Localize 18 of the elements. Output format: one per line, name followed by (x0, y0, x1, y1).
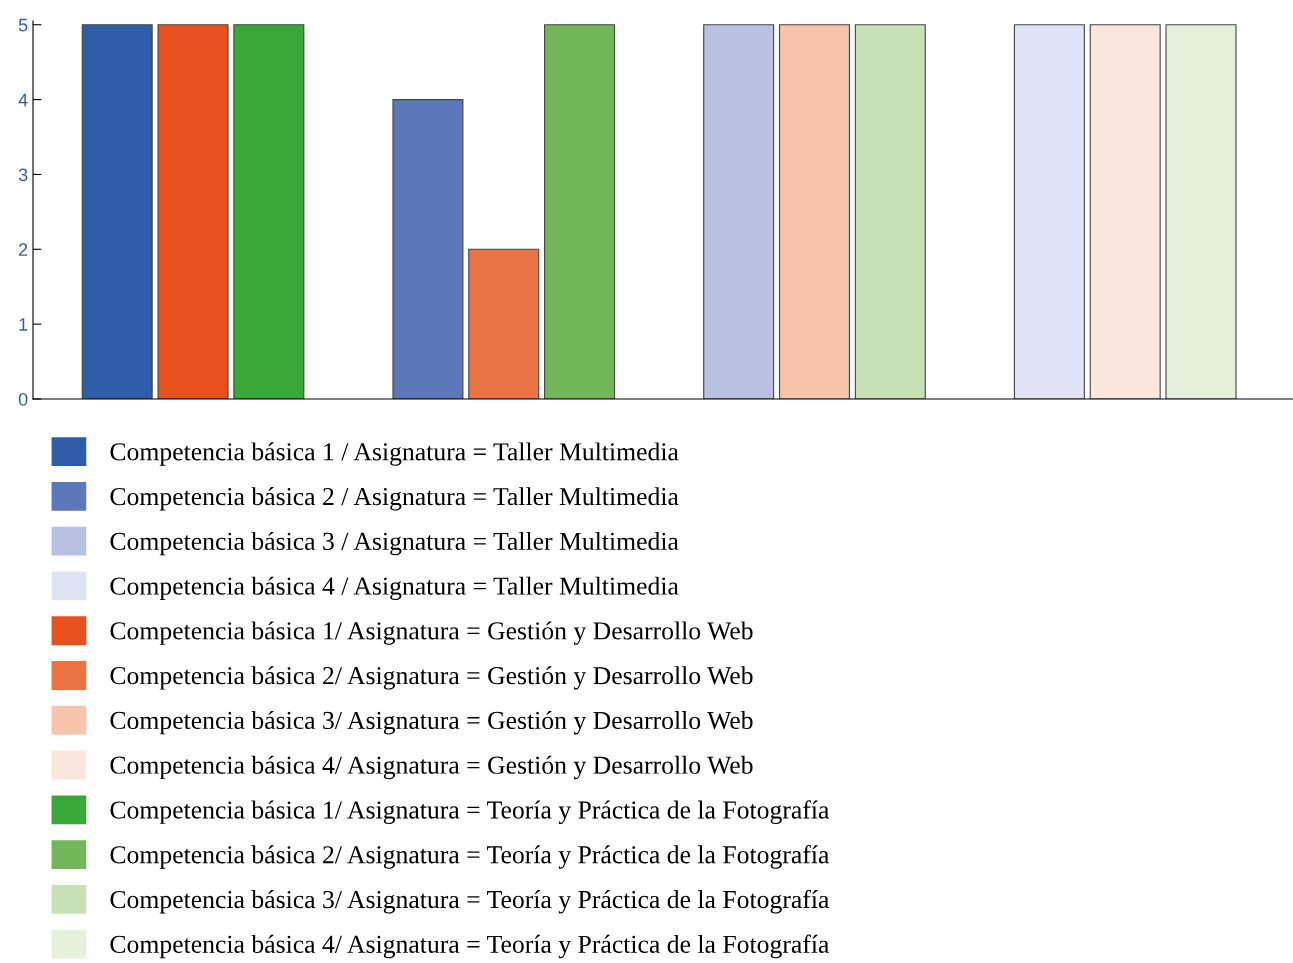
y-tick-label: 3 (18, 168, 28, 182)
legend-label: Competencia básica 4/ Asignatura = Gestión y Desarrollo Web (110, 755, 753, 780)
legend-label: Competencia básica 3/ Asignatura = Gestión y Desarrollo Web (110, 710, 753, 735)
legend-label: Competencia básica 3/ Asignatura = Teoría y Práctica de la Fotografía (110, 889, 830, 914)
legend-label: Competencia básica 2/ Asignatura = Teoría y Práctica de la Fotografía (110, 845, 830, 869)
y-tick-label: 1 (19, 318, 28, 331)
legend-label: Competencia básica 4 / Asignatura = Taller Multimedia (110, 576, 679, 601)
legend-label: Competencia básica 4/ Asignatura = Teoría y Práctica de la Fotografía (110, 934, 830, 959)
y-tick-label: 4 (18, 93, 28, 107)
legend-label: Competencia básica 2 / Asignatura = Taller Multimedia (110, 487, 679, 511)
legend-label: Competencia básica 1/ Asignatura = Teoría y Práctica de la Fotografía (110, 800, 830, 824)
y-tick-label: 5 (18, 18, 28, 32)
legend-label: Competencia básica 3 / Asignatura = Taller Multimedia (110, 531, 679, 556)
y-tick-label: 0 (18, 392, 28, 406)
legend-label: Competencia básica 1/ Asignatura = Gestión y Desarrollo Web (110, 621, 753, 645)
y-tick-label: 2 (19, 243, 28, 256)
legend-label: Competencia básica 2/ Asignatura = Gestión y Desarrollo Web (110, 666, 753, 690)
legend-label: Competencia básica 1 / Asignatura = Taller Multimedia (110, 442, 679, 466)
